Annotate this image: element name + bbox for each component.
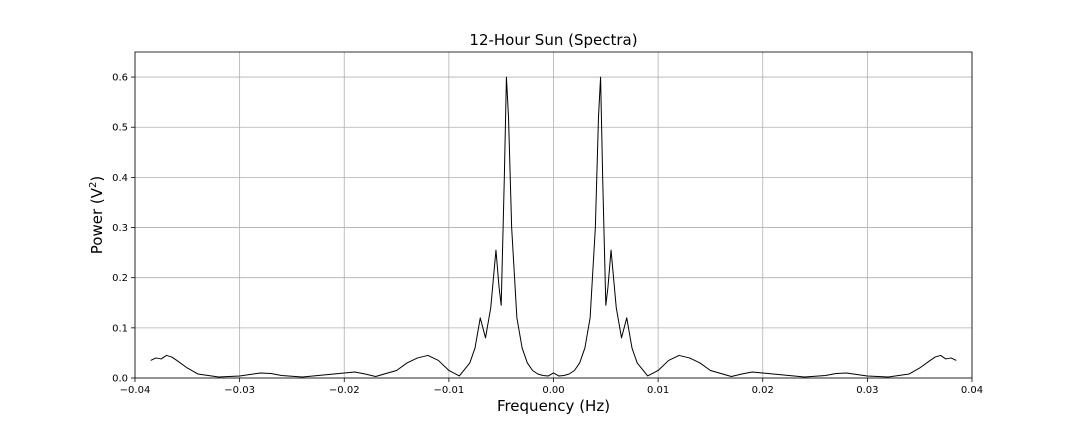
y-tick-label: 0.3 [112,223,128,234]
y-tick-label: 0.2 [112,273,128,284]
y-axis-title-main: Power (V [88,187,106,254]
y-tick-label: 0.6 [112,73,128,84]
x-tick-label: 0.04 [961,385,983,396]
x-tick-label: −0.02 [329,385,360,396]
x-tick-label: −0.04 [120,385,151,396]
x-axis-title: Frequency (Hz) [497,397,610,415]
x-tick-label: −0.01 [434,385,465,396]
y-tick-label: 0.1 [112,323,128,334]
y-tick-label: 0.4 [112,173,128,184]
x-tick-label: 0.03 [856,385,878,396]
tick-layer: −0.04 −0.03 −0.02 −0.01 0.00 0.01 0.02 0.03 0.04… [112,73,983,396]
chart-title: 12-Hour Sun (Spectra) [469,31,637,49]
y-axis-title-end: ) [88,176,106,182]
y-axis-title-superscript: 2 [88,182,99,188]
spectrum-line [150,76,957,378]
grid-layer [134,52,973,379]
x-tick-label: 0.02 [752,385,774,396]
x-tick-label: −0.03 [224,385,255,396]
y-tick-label: 0.5 [112,123,128,134]
x-tick-label: 0.00 [542,385,564,396]
x-tick-label: 0.01 [647,385,669,396]
series-layer [150,76,957,378]
y-axis-title: Power (V2) [88,176,106,254]
y-tick-label: 0.0 [112,374,128,385]
